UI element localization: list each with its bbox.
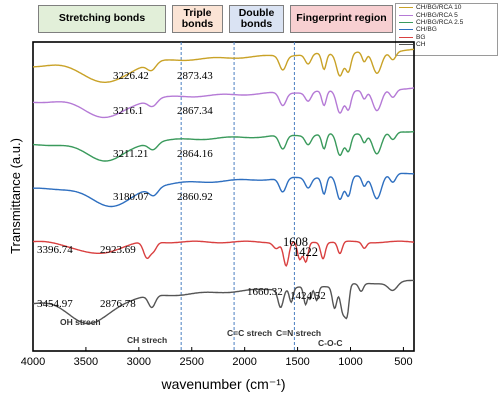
x-axis-label: wavenumber (cm⁻¹) — [160, 376, 285, 392]
legend-item: BG — [396, 34, 497, 41]
legend-swatch — [399, 29, 413, 31]
peak-label: 1422 — [293, 245, 318, 259]
x-tick-label: 2000 — [232, 356, 256, 368]
series-line — [32, 87, 415, 119]
x-tick-label: 1500 — [285, 356, 309, 368]
series-line — [33, 279, 414, 325]
x-tick-label: 3500 — [74, 356, 98, 368]
peak-label: 2873.43 — [177, 70, 213, 82]
band-annotation: OH strech — [60, 317, 101, 327]
legend-swatch — [399, 21, 413, 23]
legend-swatch — [399, 14, 413, 16]
peak-label: 3216.1 — [113, 105, 143, 117]
x-tick-label: 4000 — [21, 356, 45, 368]
legend-label: CH/BG — [416, 26, 437, 34]
peak-label: 1608 — [283, 235, 308, 249]
peak-label: 3211.21 — [113, 148, 148, 160]
legend-label: BG — [416, 33, 426, 41]
legend-item: CH/BG — [396, 26, 497, 33]
series-line — [33, 240, 415, 267]
x-tick-label: 500 — [394, 356, 412, 368]
y-axis-label: Transmittance (a.u.) — [8, 138, 23, 254]
region-stretching-bonds: Stretching bonds — [38, 5, 166, 33]
legend-swatch — [399, 7, 413, 9]
legend-label: CH — [416, 41, 426, 49]
legend-swatch — [399, 36, 413, 38]
legend-item: CH — [396, 41, 497, 48]
peak-label: 2867.34 — [177, 105, 213, 117]
plot-frame — [32, 41, 415, 352]
peak-label: 2923.69 — [100, 244, 136, 256]
series-line — [33, 172, 414, 208]
x-tick-label: 3000 — [127, 356, 151, 368]
x-tick-label: 1000 — [338, 356, 362, 368]
region-triple-bonds: Triple bonds — [172, 5, 223, 33]
legend-item: CH/BG/RCA 5 — [396, 11, 497, 19]
legend: CH/BG/RCA 10 CH/BG/RCA 5 CH/BG/RCA 2.5 CH/B… — [395, 3, 498, 56]
legend-label: CH/BG/RCA 5 — [416, 11, 458, 19]
legend-item: CH/BG/RCA 2.5 — [396, 19, 497, 26]
peak-label: 3180.07 — [113, 191, 149, 203]
region-fingerprint: Fingerprint region — [290, 5, 393, 33]
band-annotation: C=C strech — [227, 328, 272, 338]
legend-swatch — [399, 44, 413, 46]
peak-label: 2860.92 — [177, 191, 213, 203]
peak-label: 2864.16 — [177, 148, 213, 160]
band-annotation: C=N strech — [276, 328, 321, 338]
series-line — [33, 130, 415, 162]
peak-label: 1424.52 — [290, 290, 326, 302]
band-annotation: CH strech — [127, 335, 167, 345]
band-annotation: C-O-C — [318, 338, 343, 348]
peak-label: 3454.97 — [37, 298, 73, 310]
legend-label: CH/BG/RCA 2.5 — [416, 18, 464, 26]
series-line — [33, 48, 415, 83]
peak-label: 3396.74 — [37, 244, 73, 256]
peak-label: 2876.78 — [100, 298, 136, 310]
x-tick-label: 2500 — [180, 356, 204, 368]
region-double-bonds: Double bonds — [229, 5, 284, 33]
peak-label: 3226.42 — [113, 70, 149, 82]
legend-label: CH/BG/RCA 10 — [416, 4, 462, 12]
peak-label: 1660.32 — [247, 286, 283, 298]
legend-item: CH/BG/RCA 10 — [396, 4, 497, 11]
